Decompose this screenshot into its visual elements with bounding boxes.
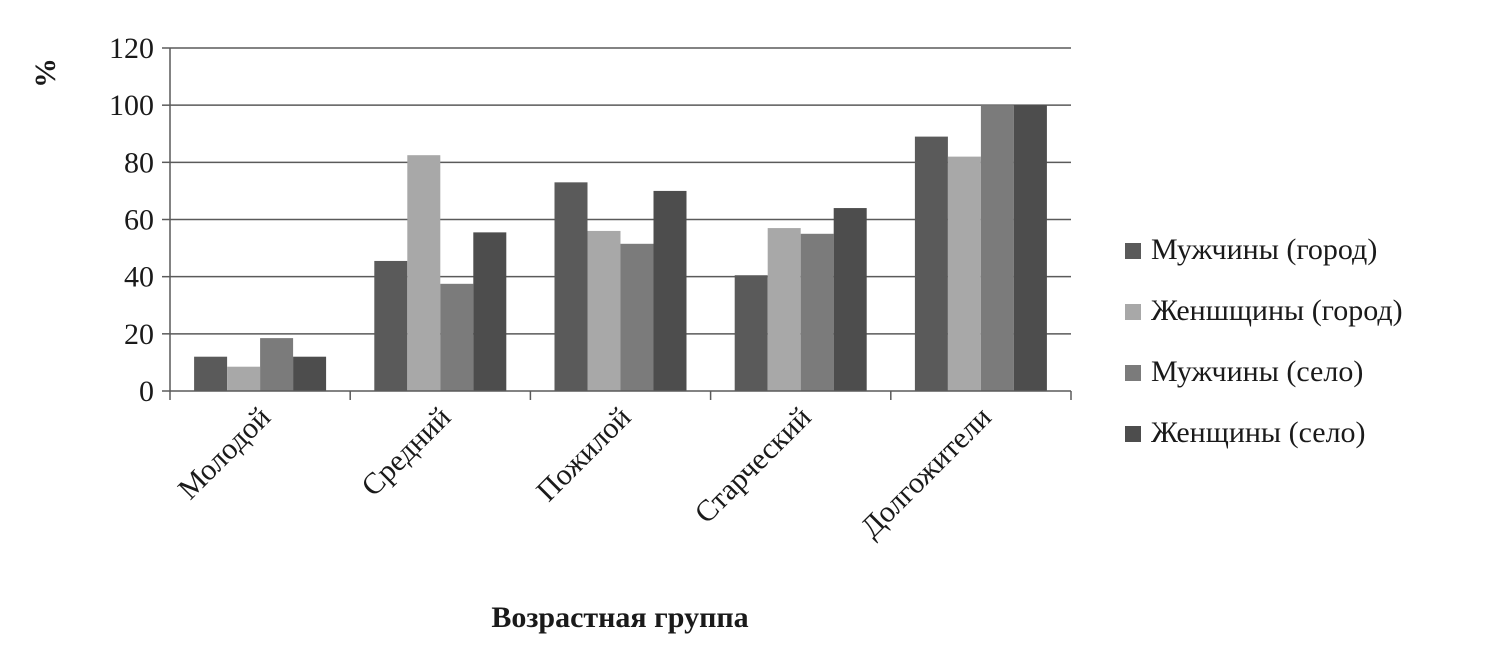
- x-tick-label: Старческий: [688, 401, 817, 530]
- bar: [260, 338, 294, 391]
- bar: [653, 190, 687, 391]
- bar: [833, 208, 867, 391]
- x-tick-label: Средний: [355, 401, 457, 503]
- bar: [194, 356, 228, 391]
- x-tick-label: Долгожители: [854, 401, 998, 545]
- legend-label: Женшщины (город): [1151, 294, 1403, 327]
- legend-label: Мужчины (город): [1151, 233, 1377, 266]
- y-tick-label: 80: [124, 146, 154, 179]
- y-tick-label: 100: [109, 89, 154, 122]
- y-tick-label: 0: [139, 375, 154, 408]
- y-axis-title: %: [29, 58, 62, 88]
- legend: Мужчины (город) Женшщины (город) Мужчины (…: [1125, 233, 1403, 449]
- legend-swatch: [1125, 365, 1141, 381]
- legend-label: Мужчины (село): [1151, 355, 1363, 388]
- bar: [800, 233, 834, 391]
- bar: [980, 105, 1014, 392]
- bar: [227, 366, 261, 391]
- x-axis-title: Возрастная группа: [491, 601, 748, 634]
- y-tick-label: 60: [124, 204, 154, 237]
- bar: [767, 228, 801, 391]
- bar: [587, 230, 621, 391]
- bar: [1013, 105, 1047, 392]
- bar: [620, 243, 654, 391]
- legend-swatch: [1125, 243, 1141, 259]
- bars-layer: [194, 105, 1047, 392]
- bar: [293, 356, 327, 391]
- bar: [914, 136, 948, 391]
- bar: [440, 283, 474, 391]
- legend-swatch: [1125, 426, 1141, 442]
- bar: [473, 232, 507, 391]
- bar: [374, 260, 408, 391]
- y-tick-label: 40: [124, 261, 154, 294]
- x-tick-label: Молодой: [172, 401, 277, 506]
- legend-label: Женщины (село): [1151, 416, 1366, 449]
- bar: [734, 275, 768, 391]
- x-tick-label: Пожилой: [530, 401, 637, 508]
- bar: [947, 156, 981, 391]
- y-tick-label: 20: [124, 318, 154, 351]
- legend-swatch: [1125, 304, 1141, 320]
- bar: [554, 182, 588, 391]
- bar: [407, 155, 441, 391]
- axis-layer: [162, 47, 1072, 400]
- y-tick-label: 120: [109, 32, 154, 65]
